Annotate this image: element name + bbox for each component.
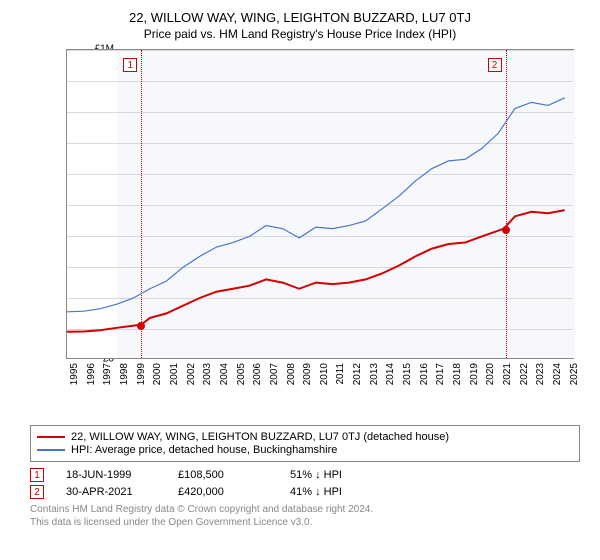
series-hpi [67,98,565,312]
x-axis-label: 2018 [452,363,463,393]
x-axis-label: 2002 [186,363,197,393]
footer: Contains HM Land Registry data © Crown c… [30,503,590,529]
legend-item-hpi: HPI: Average price, detached house, Buck… [37,444,573,456]
x-axis-label: 2010 [319,363,330,393]
event-number: 1 [30,468,44,482]
x-axis-label: 2021 [502,363,513,393]
event-delta: 41% ↓ HPI [290,486,380,498]
chart-title: 22, WILLOW WAY, WING, LEIGHTON BUZZARD, … [10,10,590,25]
x-axis-label: 2008 [286,363,297,393]
x-axis-label: 2020 [485,363,496,393]
x-axis-label: 2023 [535,363,546,393]
x-axis-label: 2024 [552,363,563,393]
event-number: 2 [30,485,44,499]
x-axis-label: 2019 [469,363,480,393]
event-price: £108,500 [178,469,268,481]
event-date: 30-APR-2021 [66,486,156,498]
x-axis-label: 2005 [236,363,247,393]
x-axis-label: 2022 [519,363,530,393]
event-delta: 51% ↓ HPI [290,469,380,481]
x-axis-label: 2012 [352,363,363,393]
plot: 12 [66,49,574,359]
x-axis-label: 1998 [119,363,130,393]
x-axis-label: 2016 [419,363,430,393]
legend: 22, WILLOW WAY, WING, LEIGHTON BUZZARD, … [30,425,580,462]
x-axis-label: 2003 [202,363,213,393]
x-axis-label: 1997 [102,363,113,393]
x-axis-label: 2006 [252,363,263,393]
x-axis-label: 2007 [269,363,280,393]
x-axis-label: 2017 [435,363,446,393]
x-axis-label: 2014 [385,363,396,393]
event-marker: 1 [123,58,137,72]
x-axis-label: 2013 [369,363,380,393]
legend-swatch-hpi [37,449,65,451]
footer-line-1: Contains HM Land Registry data © Crown c… [30,503,590,516]
event-marker: 2 [488,58,502,72]
events-table: 1 18-JUN-1999 £108,500 51% ↓ HPI 2 30-APR-202… [30,468,580,499]
x-axis-label: 2011 [335,363,346,393]
chart-subtitle: Price paid vs. HM Land Registry's House … [10,27,590,41]
x-axis-label: 2000 [152,363,163,393]
x-axis-label: 2009 [302,363,313,393]
chart-lines [67,50,573,358]
footer-line-2: This data is licensed under the Open Gov… [30,516,590,529]
x-axis-label: 1999 [136,363,147,393]
sale-point [502,226,510,234]
event-row: 1 18-JUN-1999 £108,500 51% ↓ HPI [30,468,580,482]
x-axis-label: 2015 [402,363,413,393]
event-date: 18-JUN-1999 [66,469,156,481]
sale-point [137,322,145,330]
event-price: £420,000 [178,486,268,498]
series-property [67,210,565,332]
legend-label-hpi: HPI: Average price, detached house, Buck… [71,444,337,456]
legend-label-property: 22, WILLOW WAY, WING, LEIGHTON BUZZARD, … [71,431,449,443]
event-row: 2 30-APR-2021 £420,000 41% ↓ HPI [30,485,580,499]
legend-swatch-property [37,436,65,438]
x-axis-label: 2001 [169,363,180,393]
x-axis-label: 2025 [569,363,580,393]
legend-item-property: 22, WILLOW WAY, WING, LEIGHTON BUZZARD, … [37,431,573,443]
x-axis-label: 2004 [219,363,230,393]
chart-area: £0£100K£200K£300K£400K£500K£600K£700K£80… [24,49,584,389]
x-axis-label: 1996 [86,363,97,393]
x-axis-label: 1995 [69,363,80,393]
